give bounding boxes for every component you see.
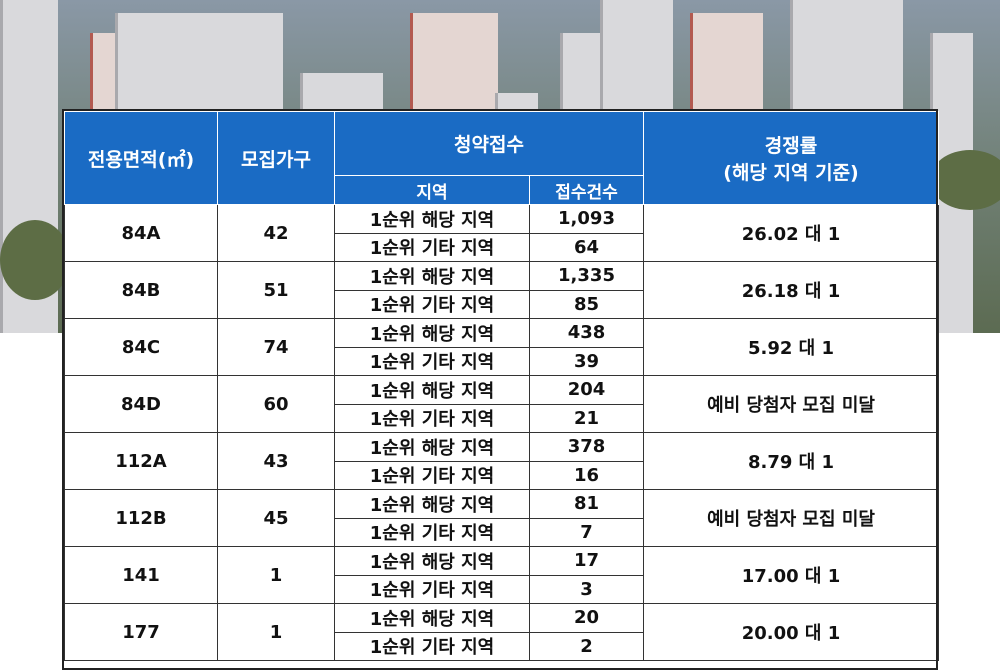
table-row: 1순위 기타 지역 85	[65, 289, 939, 319]
cell-type: 84A	[64, 204, 218, 262]
table-row: 112A 43 1순위 해당 지역 378 8.79 대 1	[64, 432, 940, 490]
cell-local-label: 1순위 해당 지역	[334, 204, 530, 234]
cell-other-count: 2	[528, 631, 645, 661]
cell-rate: 예비 당첨자 모집 미달	[643, 375, 940, 433]
header-region: 지역	[334, 175, 530, 205]
cell-local-count: 20	[528, 603, 645, 633]
cell-local-label: 1순위 해당 지역	[334, 318, 530, 348]
table-row: 84A 42 1순위 해당 지역 1,093 26.02 대 1	[64, 204, 940, 262]
cell-households: 74	[217, 318, 335, 376]
cell-other-label: 1순위 기타 지역	[334, 460, 530, 490]
table-row: 84B 51 1순위 해당 지역 1,335 26.18 대 1	[64, 261, 940, 319]
cell-rate: 5.92 대 1	[643, 318, 940, 376]
table-row: 1순위 기타 지역 64	[65, 232, 939, 262]
cell-other-label: 1순위 기타 지역	[334, 574, 530, 604]
cell-households: 43	[217, 432, 335, 490]
table-row: 1순위 기타 지역 16	[65, 460, 939, 490]
cell-rate: 8.79 대 1	[643, 432, 940, 490]
cell-other-count: 7	[528, 517, 645, 547]
cell-rate: 17.00 대 1	[643, 546, 940, 604]
cell-other-count: 85	[528, 289, 645, 319]
table-row: 1순위 기타 지역 21	[65, 403, 939, 433]
cell-local-count: 1,335	[528, 261, 645, 291]
header-competition: 경쟁률 (해당 지역 기준)	[643, 111, 940, 205]
cell-rate: 20.00 대 1	[643, 603, 940, 661]
cell-type: 84C	[64, 318, 218, 376]
table-row: 1순위 기타 지역 39	[65, 346, 939, 376]
cell-local-label: 1순위 해당 지역	[334, 489, 530, 519]
cell-other-label: 1순위 기타 지역	[334, 403, 530, 433]
cell-type: 84D	[64, 375, 218, 433]
cell-households: 51	[217, 261, 335, 319]
header-area: 전용면적(㎡)	[64, 111, 218, 205]
cell-other-count: 3	[528, 574, 645, 604]
cell-other-count: 21	[528, 403, 645, 433]
table-row: 84C 74 1순위 해당 지역 438 5.92 대 1	[64, 318, 940, 376]
cell-rate: 26.02 대 1	[643, 204, 940, 262]
header-households: 모집가구	[217, 111, 335, 205]
cell-rate: 26.18 대 1	[643, 261, 940, 319]
cell-type: 84B	[64, 261, 218, 319]
table-row: 1순위 기타 지역 7	[65, 517, 939, 547]
cell-local-count: 17	[528, 546, 645, 576]
subscription-results-table: 전용면적(㎡) 모집가구 청약접수 경쟁률 (해당 지역 기준) 지역 접수건수…	[64, 111, 940, 661]
cell-households: 42	[217, 204, 335, 262]
cell-local-count: 1,093	[528, 204, 645, 234]
table-row: 1순위 기타 지역 2	[65, 631, 939, 661]
cell-local-count: 438	[528, 318, 645, 348]
cell-local-label: 1순위 해당 지역	[334, 261, 530, 291]
table-row: 84D 60 1순위 해당 지역 204 예비 당첨자 모집 미달	[64, 375, 940, 433]
table-row: 141 1 1순위 해당 지역 17 17.00 대 1	[64, 546, 940, 604]
header-competition-line1: 경쟁률	[764, 135, 818, 157]
cell-other-label: 1순위 기타 지역	[334, 517, 530, 547]
cell-households: 1	[217, 546, 335, 604]
header-count: 접수건수	[528, 175, 645, 205]
cell-other-count: 64	[528, 232, 645, 262]
header-subscription: 청약접수	[333, 111, 645, 176]
cell-type: 177	[64, 603, 218, 661]
cell-other-label: 1순위 기타 지역	[334, 232, 530, 262]
cell-other-label: 1순위 기타 지역	[334, 289, 530, 319]
cell-local-label: 1순위 해당 지역	[334, 546, 530, 576]
cell-type: 141	[64, 546, 218, 604]
cell-other-label: 1순위 기타 지역	[334, 346, 530, 376]
cell-other-label: 1순위 기타 지역	[334, 631, 530, 661]
cell-local-count: 204	[528, 375, 645, 405]
cell-rate: 예비 당첨자 모집 미달	[643, 489, 940, 547]
cell-other-count: 39	[528, 346, 645, 376]
table-row: 1순위 기타 지역 3	[65, 574, 939, 604]
cell-local-label: 1순위 해당 지역	[334, 375, 530, 405]
cell-other-count: 16	[528, 460, 645, 490]
table-row: 177 1 1순위 해당 지역 20 20.00 대 1	[64, 603, 940, 661]
cell-local-count: 81	[528, 489, 645, 519]
cell-type: 112A	[64, 432, 218, 490]
table-row: 112B 45 1순위 해당 지역 81 예비 당첨자 모집 미달	[64, 489, 940, 547]
cell-type: 112B	[64, 489, 218, 547]
cell-households: 1	[217, 603, 335, 661]
cell-local-count: 378	[528, 432, 645, 462]
cell-local-label: 1순위 해당 지역	[334, 603, 530, 633]
cell-local-label: 1순위 해당 지역	[334, 432, 530, 462]
cell-households: 60	[217, 375, 335, 433]
cell-households: 45	[217, 489, 335, 547]
header-competition-line2: (해당 지역 기준)	[723, 162, 859, 184]
